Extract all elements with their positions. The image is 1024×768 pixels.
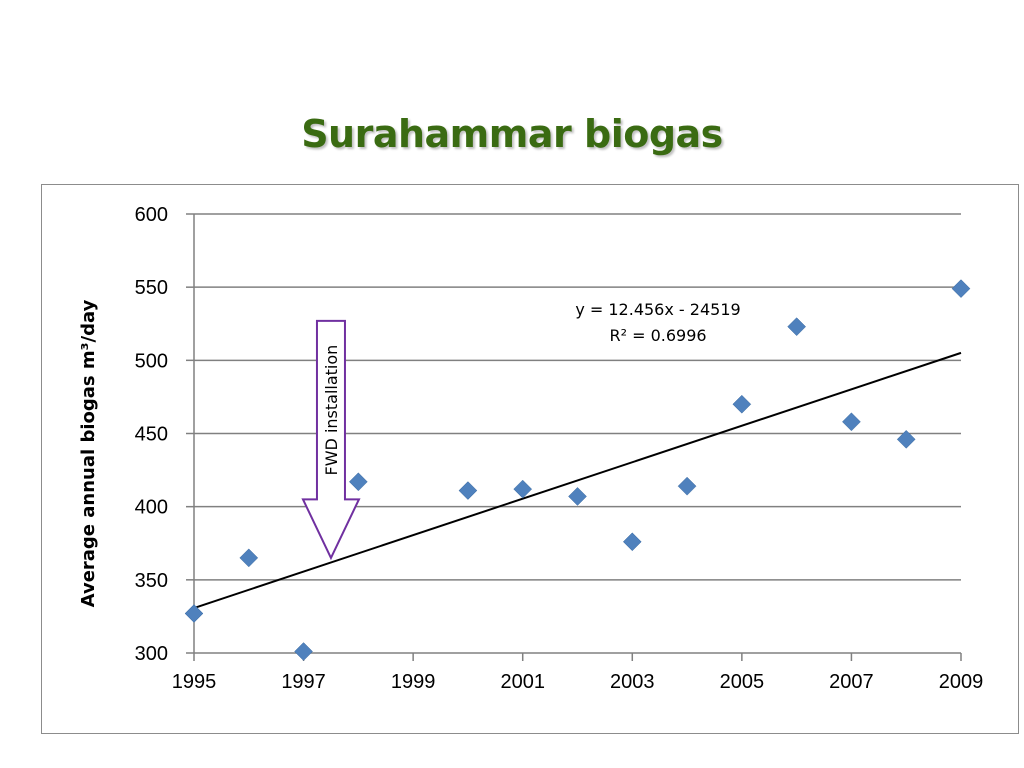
trendline — [193, 351, 962, 609]
data-point — [732, 394, 752, 414]
y-tick-label: 350 — [135, 570, 168, 592]
y-axis-title: Average annual biogas m³/day — [78, 299, 99, 607]
data-point — [896, 429, 916, 449]
annotation-label: FWD installation — [322, 345, 341, 476]
slide-title: Surahammar biogas — [301, 112, 723, 156]
x-tick-label: 2009 — [939, 671, 984, 693]
axes — [186, 213, 962, 661]
trendline-r-squared: R² = 0.6996 — [609, 326, 706, 345]
trendline-equation: y = 12.456x - 24519 — [575, 300, 740, 319]
data-point — [568, 487, 587, 506]
scatter-chart: FWD installation 300 350 400 450 500 550 600 19… — [78, 204, 983, 693]
data-point — [787, 317, 806, 337]
annotation-arrow — [301, 319, 361, 561]
x-tick-label: 2003 — [610, 671, 655, 693]
data-point — [349, 472, 368, 492]
x-tick-label: 2005 — [720, 671, 765, 693]
x-tick-label: 1999 — [391, 671, 436, 693]
data-point — [951, 279, 971, 298]
y-tick-label: 500 — [135, 350, 168, 372]
labels: 300 350 400 450 500 550 600 1995 1997 1999 2001 200… — [78, 204, 983, 693]
y-tick-label: 300 — [135, 643, 168, 665]
x-tick-label: 1995 — [172, 671, 217, 693]
y-tick-label: 400 — [135, 497, 168, 519]
data-point — [513, 479, 533, 499]
y-tick-label: 450 — [135, 424, 168, 446]
x-tick-label: 1997 — [281, 671, 326, 693]
data-point — [184, 604, 204, 623]
x-tick-label: 2007 — [829, 671, 874, 693]
x-tick-label: 2001 — [500, 671, 545, 693]
annotation-group: FWD installation — [301, 319, 361, 561]
grid-lines — [194, 213, 961, 581]
data-point — [458, 481, 478, 500]
data-point — [622, 532, 642, 552]
chart-frame: FWD installation 300 350 400 450 500 550 600 19… — [41, 184, 1019, 734]
data-point — [842, 412, 861, 432]
trendline-group — [193, 351, 962, 609]
data-point — [294, 642, 313, 661]
y-tick-label: 550 — [135, 277, 168, 299]
y-tick-label: 600 — [135, 204, 168, 226]
data-points — [184, 279, 971, 661]
data-point — [677, 476, 697, 496]
data-point — [239, 548, 259, 568]
